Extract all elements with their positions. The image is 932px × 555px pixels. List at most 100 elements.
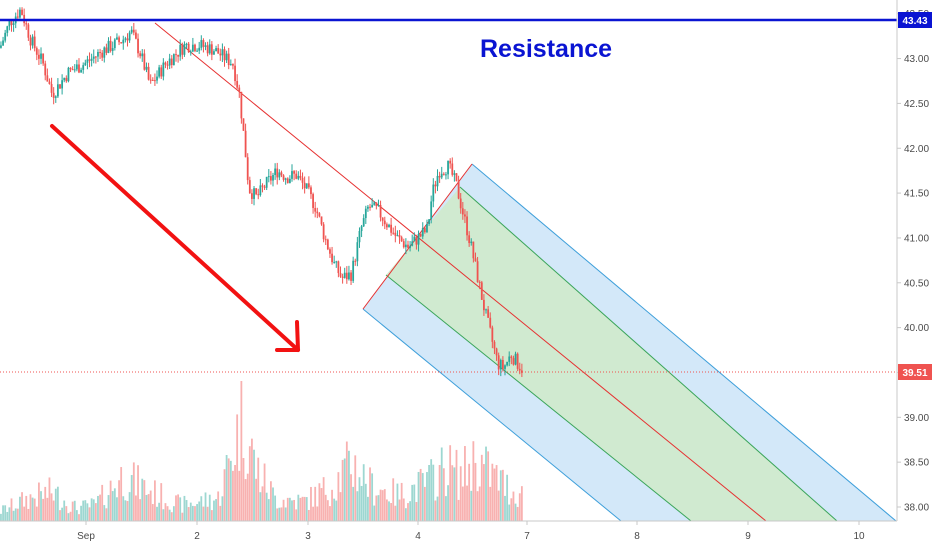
candle-body xyxy=(303,182,306,189)
volume-bar xyxy=(253,449,255,521)
volume-bar xyxy=(42,498,45,521)
candle-body xyxy=(352,260,355,281)
volume-bar xyxy=(234,465,236,521)
candle-body xyxy=(221,49,224,56)
candle-body xyxy=(381,217,384,221)
candle-body xyxy=(172,54,175,66)
candle-body xyxy=(116,37,118,40)
candle-body xyxy=(208,44,211,54)
volume-bar xyxy=(46,497,49,521)
volume-bar xyxy=(141,478,144,521)
volume-bar xyxy=(428,465,430,521)
candle-body xyxy=(185,43,188,45)
volume-bar xyxy=(139,499,142,521)
volume-bar xyxy=(489,486,492,521)
volume-bar xyxy=(468,463,471,521)
volume-bar xyxy=(314,486,317,521)
volume-bar xyxy=(80,505,82,521)
volume-bar xyxy=(476,491,479,521)
volume-bar xyxy=(434,500,437,521)
volume-bar xyxy=(97,495,99,521)
candle-body xyxy=(202,40,205,47)
candle-body xyxy=(305,183,308,189)
candle-body xyxy=(166,64,169,66)
volume-bar xyxy=(73,500,76,521)
candle-body xyxy=(213,51,215,55)
volume-bar xyxy=(172,506,175,521)
candle-body xyxy=(38,54,40,59)
candle-body xyxy=(520,370,523,373)
volume-bar xyxy=(278,507,281,521)
volume-bar xyxy=(440,447,443,521)
candle-body xyxy=(35,48,38,55)
volume-bar xyxy=(198,501,201,521)
volume-bar xyxy=(208,494,211,521)
candle-body xyxy=(337,261,340,274)
candle-body xyxy=(2,40,4,46)
volume-bar xyxy=(297,494,300,521)
candle-body xyxy=(97,52,99,57)
candle-body xyxy=(65,77,68,82)
time-axis[interactable]: Sep 2 3 4 7 8 9 10 xyxy=(0,520,897,542)
volume-bar xyxy=(151,504,154,521)
candle-body xyxy=(164,62,167,65)
candle-body xyxy=(339,273,342,277)
volume-bar xyxy=(318,483,321,521)
volume-bar xyxy=(147,494,150,521)
candle-body xyxy=(244,130,247,158)
candle-body xyxy=(94,56,97,58)
candle-body xyxy=(113,39,116,49)
candle-body xyxy=(417,234,420,245)
candle-body xyxy=(343,272,346,278)
volume-bar xyxy=(48,477,51,521)
volume-bar xyxy=(67,513,70,521)
candle-body xyxy=(219,53,222,56)
candle-body xyxy=(118,37,120,43)
candle-body xyxy=(360,226,363,232)
candle-body xyxy=(175,54,177,56)
volume-bar xyxy=(86,503,89,521)
candle-body xyxy=(470,241,473,244)
resistance-price-badge: 43.43 xyxy=(898,12,932,28)
candle-body xyxy=(333,261,336,263)
volume-bar xyxy=(71,501,74,521)
volume-bar xyxy=(25,495,28,521)
volume-bar xyxy=(495,465,498,521)
volume-bar xyxy=(326,500,329,521)
candle-body xyxy=(341,276,344,278)
candle-body xyxy=(457,181,460,199)
volume-bar xyxy=(413,484,416,521)
candle-body xyxy=(335,261,338,263)
candle-body xyxy=(495,348,498,356)
volume-bar xyxy=(343,458,346,521)
volume-bar xyxy=(33,498,36,521)
volume-bar xyxy=(493,468,496,521)
volume-bar xyxy=(175,495,177,521)
candle-body xyxy=(139,53,142,57)
candle-body xyxy=(276,168,279,178)
candle-body xyxy=(316,211,319,214)
time-tick-label: 3 xyxy=(305,531,311,542)
volume-bar xyxy=(177,494,180,521)
candle-body xyxy=(390,224,393,233)
volume-bar xyxy=(162,509,165,521)
candle-body xyxy=(86,59,89,63)
candle-body xyxy=(206,45,209,54)
volume-bar xyxy=(516,506,519,521)
candle-body xyxy=(204,45,207,47)
price-tick-label: 40.50 xyxy=(904,278,929,289)
candle-body xyxy=(200,40,203,48)
candle-body xyxy=(191,44,194,52)
candle-body xyxy=(499,359,502,370)
candle-body xyxy=(472,241,475,259)
volume-bar xyxy=(398,499,401,521)
price-tick-label: 41.50 xyxy=(904,189,929,200)
channel-median-line xyxy=(154,22,767,522)
volume-bar xyxy=(244,479,247,521)
volume-bar xyxy=(438,464,441,521)
volume-bar xyxy=(339,492,342,521)
candle-body xyxy=(476,261,479,282)
candle-body xyxy=(145,66,148,70)
